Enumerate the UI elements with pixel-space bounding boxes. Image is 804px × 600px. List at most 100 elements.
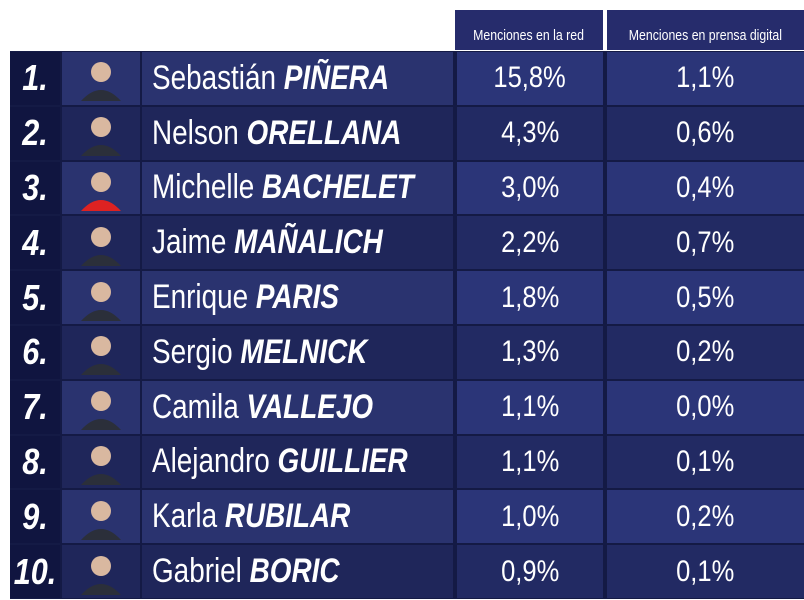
net-mentions: 1,1% <box>500 444 560 478</box>
header-cell: Menciones en prensa digital <box>607 10 804 50</box>
net-mentions-cell: 1,3% <box>457 326 603 379</box>
avatar <box>81 445 121 485</box>
photo-cell <box>62 435 140 489</box>
net-mentions: 4,3% <box>500 116 560 150</box>
net-mentions-cell: 1,1% <box>457 435 603 489</box>
name-text: Alejandro GUILLIER <box>152 442 408 481</box>
photo-cell <box>62 52 140 105</box>
rank-cell: 10. <box>10 545 60 598</box>
name-text: Michelle BACHELET <box>152 168 414 207</box>
first-name: Michelle <box>152 168 255 207</box>
name-text: Camila VALLEJO <box>152 388 373 427</box>
table-row: 6. Sergio MELNICK 1,3% 0,2% <box>10 326 804 379</box>
photo-cell <box>62 326 140 379</box>
rank-text: 5. <box>22 276 48 318</box>
first-name: Jaime <box>152 223 227 262</box>
photo-cell <box>62 106 140 160</box>
rank-text: 10. <box>13 550 57 592</box>
header-text: Menciones en la red <box>473 27 585 44</box>
net-mentions-cell: 1,8% <box>457 271 603 324</box>
name-text: Karla RUBILAR <box>152 497 350 536</box>
table-row: 2. Nelson ORELLANA 4,3% 0,6% <box>10 106 804 160</box>
rank-cell: 5. <box>10 271 60 324</box>
net-mentions: 0,9% <box>500 554 560 588</box>
name-cell: Sebastián PIÑERA <box>142 52 453 105</box>
press-mentions-cell: 0,4% <box>607 161 804 215</box>
table-row: 7. Camila VALLEJO 1,1% 0,0% <box>10 380 804 434</box>
name-text: Gabriel BORIC <box>152 552 339 591</box>
header-cell: Menciones en la red <box>455 10 603 50</box>
photo-cell <box>62 490 140 544</box>
avatar <box>81 336 121 376</box>
net-mentions-cell: 15,8% <box>457 52 603 105</box>
net-mentions: 1,0% <box>500 499 560 533</box>
press-mentions: 0,5% <box>676 280 735 314</box>
avatar <box>81 555 121 595</box>
name-text: Sebastián PIÑERA <box>152 59 389 98</box>
last-name: PARIS <box>255 278 339 317</box>
name-cell: Alejandro GUILLIER <box>142 435 453 489</box>
press-mentions: 0,1% <box>676 554 735 588</box>
last-name: MELNICK <box>240 332 368 371</box>
first-name: Alejandro <box>152 442 270 481</box>
rank-cell: 2. <box>10 106 60 160</box>
name-cell: Nelson ORELLANA <box>142 106 453 160</box>
photo-cell <box>62 161 140 215</box>
net-mentions: 3,0% <box>500 170 560 204</box>
table-row: 4. Jaime MAÑALICH 2,2% 0,7% <box>10 216 804 270</box>
rank-text: 9. <box>22 495 48 537</box>
press-mentions-cell: 0,2% <box>607 490 804 544</box>
first-name: Sergio <box>152 332 233 371</box>
name-cell: Karla RUBILAR <box>142 490 453 544</box>
rank-text: 3. <box>22 166 48 208</box>
rank-text: 7. <box>22 386 48 428</box>
rank-cell: 4. <box>10 216 60 270</box>
net-mentions-cell: 4,3% <box>457 106 603 160</box>
first-name: Camila <box>152 387 239 426</box>
name-text: Nelson ORELLANA <box>152 114 401 153</box>
press-mentions: 0,1% <box>676 444 735 478</box>
first-name: Sebastián <box>152 58 277 97</box>
last-name: BORIC <box>249 552 340 591</box>
net-mentions-cell: 1,0% <box>457 490 603 544</box>
rank-text: 6. <box>22 331 48 373</box>
avatar <box>81 500 121 540</box>
avatar <box>81 171 121 211</box>
press-mentions-cell: 0,1% <box>607 545 804 598</box>
ranking-table: 1. Sebastián PIÑERA 15,8% 1,1% 2. Nelson OREL… <box>10 51 804 599</box>
press-mentions: 0,2% <box>676 499 735 533</box>
last-name: GUILLIER <box>277 442 408 481</box>
press-mentions-cell: 0,0% <box>607 380 804 434</box>
net-mentions: 1,3% <box>500 335 560 369</box>
table-row: 5. Enrique PARIS 1,8% 0,5% <box>10 271 804 324</box>
press-mentions-cell: 0,1% <box>607 435 804 489</box>
name-cell: Michelle BACHELET <box>142 161 453 215</box>
table-row: 9. Karla RUBILAR 1,0% 0,2% <box>10 490 804 544</box>
rank-cell: 6. <box>10 326 60 379</box>
net-mentions-cell: 0,9% <box>457 545 603 598</box>
press-mentions: 0,6% <box>676 116 735 150</box>
avatar <box>81 226 121 266</box>
first-name: Gabriel <box>152 552 242 591</box>
rank-text: 1. <box>22 57 48 99</box>
first-name: Karla <box>152 497 218 536</box>
rank-cell: 9. <box>10 490 60 544</box>
last-name: ORELLANA <box>246 113 402 152</box>
press-mentions: 0,2% <box>676 335 735 369</box>
press-mentions-cell: 0,2% <box>607 326 804 379</box>
header-text: Menciones en prensa digital <box>628 27 783 44</box>
photo-cell <box>62 216 140 270</box>
name-text: Jaime MAÑALICH <box>152 223 383 262</box>
net-mentions: 2,2% <box>500 225 560 259</box>
name-cell: Jaime MAÑALICH <box>142 216 453 270</box>
last-name: VALLEJO <box>246 387 374 426</box>
press-mentions: 0,7% <box>676 225 735 259</box>
last-name: MAÑALICH <box>234 223 383 262</box>
press-mentions: 0,0% <box>676 390 735 424</box>
net-mentions-cell: 3,0% <box>457 161 603 215</box>
press-mentions-cell: 1,1% <box>607 52 804 105</box>
net-mentions: 15,8% <box>493 61 567 95</box>
last-name: PIÑERA <box>283 58 390 97</box>
avatar <box>81 281 121 321</box>
